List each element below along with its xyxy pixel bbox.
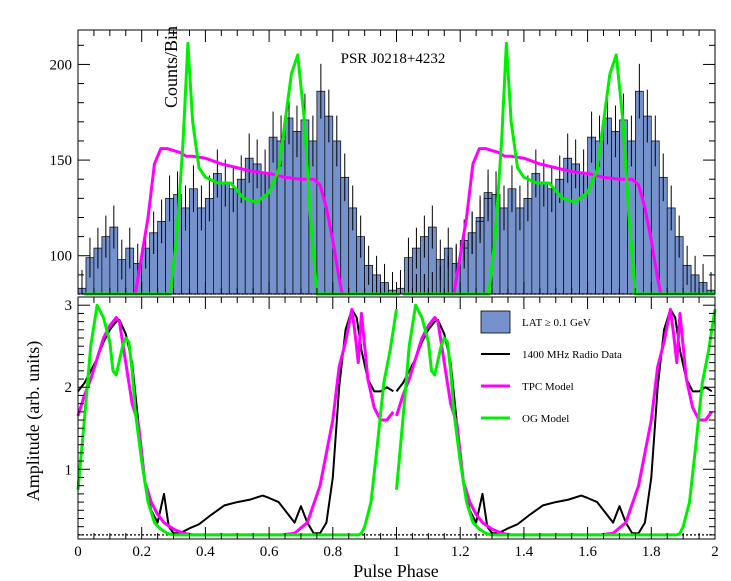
y-tick-label: 150 (50, 153, 73, 169)
x-tick-label: 0 (74, 544, 82, 560)
legend-label-radio: 1400 MHz Radio Data (522, 349, 622, 361)
x-tick-label: 1 (393, 544, 401, 560)
tpc-model-curve (133, 147, 344, 295)
chart-title: PSR J0218+4232 (341, 51, 446, 67)
bottom-y-axis: 1 2 3 (65, 298, 715, 536)
y-tick-label: 3 (65, 298, 73, 314)
tpc-model-curve (452, 147, 663, 295)
bottom-y-axis-label: Amplitude (arb. units) (23, 341, 44, 501)
bottom-panel-frame (77, 296, 716, 540)
legend-label-og: OG Model (522, 413, 569, 425)
bottom-x-axis: 0 0.2 0.4 0.6 0.8 1 1.2 1.4 1.6 1.8 2 (74, 297, 719, 560)
top-panel: 100 150 200 Counts/Bin PSR J0218+4232 (50, 26, 716, 296)
og-model-curve (402, 41, 715, 296)
top-x-ticks (77, 30, 716, 294)
x-tick-label: 2 (711, 544, 719, 560)
bottom-curves (76, 303, 717, 537)
legend-swatch-lat (480, 310, 511, 334)
og-model-curve (84, 41, 400, 296)
x-tick-label: 1.4 (515, 544, 534, 560)
legend: LAT ≥ 0.1 GeV 1400 MHz Radio Data TPC Mo… (480, 310, 622, 425)
y-tick-label: 2 (65, 380, 73, 396)
histogram-bin (603, 117, 612, 295)
y-tick-label: 1 (65, 462, 73, 478)
x-tick-label: 1.6 (578, 544, 597, 560)
top-y-axis: 100 150 200 (50, 44, 715, 295)
y-tick-label: 200 (50, 57, 73, 73)
x-tick-label: 1.8 (642, 544, 661, 560)
x-tick-label: 0.4 (196, 544, 215, 560)
og-model-curve (76, 303, 398, 537)
x-tick-label: 1.2 (451, 544, 470, 560)
y-tick-label: 100 (50, 249, 73, 265)
legend-label-tpc: TPC Model (522, 381, 574, 393)
legend-label-lat: LAT ≥ 0.1 GeV (522, 317, 591, 329)
x-tick-label: 0.2 (132, 544, 151, 560)
x-tick-label: 0.6 (260, 544, 279, 560)
x-tick-label: 0.8 (323, 544, 342, 560)
histogram-bin (284, 117, 294, 295)
bottom-panel: 1 2 3 0 0.2 0.4 0.6 0.8 1 1.2 1.4 1.6 1.8 2 Amplitud… (23, 296, 719, 581)
x-axis-label: Pulse Phase (353, 561, 439, 581)
top-y-axis-label: Counts/Bin (161, 26, 181, 108)
histogram-error-bars (81, 63, 712, 294)
top-model-curves (84, 41, 715, 296)
